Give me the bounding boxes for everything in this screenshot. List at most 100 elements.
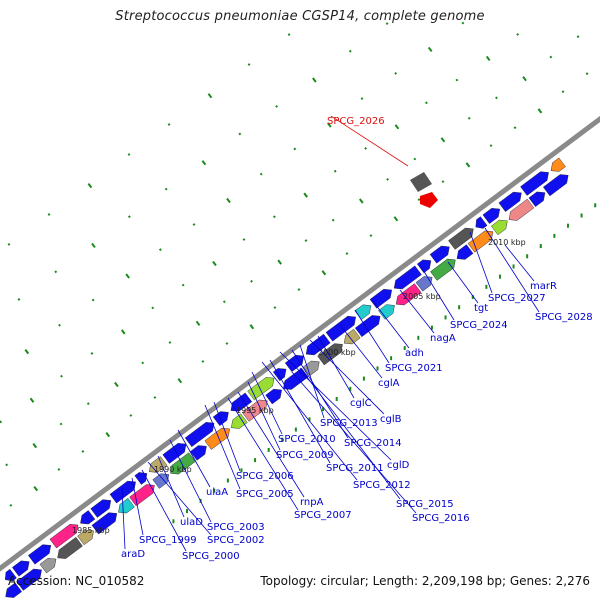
gene-arrow[interactable]: [54, 536, 83, 562]
gene-arrow[interactable]: [39, 555, 59, 574]
gene-label[interactable]: araD: [121, 549, 145, 560]
gene-label[interactable]: SPCG_2014: [344, 438, 402, 449]
gene-label[interactable]: ulaD: [180, 517, 203, 528]
gene-arrow[interactable]: [520, 168, 551, 196]
gene-arrow[interactable]: [341, 328, 361, 347]
kbp-label: 2000 kbp: [318, 348, 356, 357]
gene-arrow[interactable]: [393, 283, 422, 309]
gene-arrow[interactable]: [228, 392, 253, 415]
gene-label[interactable]: SPCG_2028: [535, 312, 593, 323]
gene-arrow[interactable]: [490, 216, 510, 236]
tick-mark: [321, 270, 327, 276]
gene-spcg-2026[interactable]: [420, 192, 438, 208]
gene-label[interactable]: SPCG_2009: [276, 450, 334, 461]
gene-arrow[interactable]: [498, 188, 525, 212]
gene-label[interactable]: SPCG_2006: [236, 471, 294, 482]
gene-arrow[interactable]: [429, 242, 453, 264]
gene-label[interactable]: SPCG_2011: [326, 463, 384, 474]
tick-mark: [417, 198, 421, 202]
gene-arrow[interactable]: [129, 481, 158, 507]
gene-label[interactable]: ulaA: [206, 487, 228, 498]
gene-arrow[interactable]: [415, 273, 435, 292]
gene-arrow[interactable]: [28, 541, 54, 565]
gene-arrow[interactable]: [167, 452, 196, 478]
gene-label[interactable]: tgt: [474, 303, 488, 314]
gene-arrow[interactable]: [543, 171, 571, 197]
gene-label[interactable]: SPCG_2024: [450, 320, 508, 331]
gene-arrow[interactable]: [472, 216, 488, 232]
gene-arrow[interactable]: [77, 526, 97, 546]
gene-label[interactable]: adh: [405, 348, 424, 359]
gene-arrow[interactable]: [416, 256, 434, 274]
gene-arrow[interactable]: [77, 510, 96, 527]
gene-label[interactable]: SPCG_2015: [396, 499, 454, 510]
gene-arrow[interactable]: [90, 496, 114, 518]
tick-mark: [297, 288, 301, 291]
gene-arrow[interactable]: [16, 565, 45, 591]
gene-arrow[interactable]: [265, 386, 285, 405]
tick-mark: [386, 178, 390, 181]
gene-label[interactable]: SPCG_2013: [320, 418, 378, 429]
gene-label[interactable]: SPCG_2010: [278, 434, 336, 445]
gene-label[interactable]: rnpA: [300, 497, 324, 508]
gene-arrow[interactable]: [482, 205, 503, 224]
gene-arrow[interactable]: [378, 301, 397, 320]
label-leader-line: [131, 477, 144, 536]
gene-arrow[interactable]: [2, 568, 17, 584]
gene-arrow[interactable]: [115, 497, 135, 516]
gene-arrow[interactable]: [109, 477, 139, 504]
gene-arrow[interactable]: [354, 312, 383, 338]
gene-arrow[interactable]: [242, 396, 270, 422]
gene-label[interactable]: SPCG_2002: [207, 535, 265, 546]
gene-arrow[interactable]: [317, 340, 346, 366]
gene-label[interactable]: SPCG_2021: [385, 363, 443, 374]
gene-label[interactable]: nagA: [430, 333, 456, 344]
gene-arrow[interactable]: [162, 440, 190, 464]
gene-arrow[interactable]: [430, 255, 458, 281]
gene-arrow[interactable]: [228, 413, 248, 432]
gene-arrow[interactable]: [49, 521, 81, 549]
gene-arrow[interactable]: [184, 419, 217, 447]
gene-label[interactable]: SPCG_2016: [412, 513, 470, 524]
gene-arrow[interactable]: [548, 157, 566, 175]
gene-label[interactable]: cglA: [378, 378, 400, 389]
gene-arrow[interactable]: [190, 442, 209, 461]
gene-label[interactable]: cglD: [387, 460, 410, 471]
gene-arrow[interactable]: [302, 357, 322, 377]
gene-label[interactable]: SPCG_2003: [207, 522, 265, 533]
gene-spcg-2025[interactable]: [410, 172, 432, 192]
gene-arrow[interactable]: [448, 224, 476, 250]
gene-arrow[interactable]: [369, 286, 395, 309]
gene-arrow[interactable]: [284, 352, 307, 373]
gene-label[interactable]: SPCG_2026: [327, 116, 385, 127]
gene-arrow[interactable]: [391, 265, 422, 293]
gene-arrow[interactable]: [506, 198, 535, 224]
gene-label[interactable]: cglB: [380, 414, 402, 425]
gene-arrow[interactable]: [325, 313, 359, 342]
tick-mark: [465, 162, 471, 168]
tick-mark: [195, 320, 201, 326]
gene-label[interactable]: SPCG_2012: [353, 480, 411, 491]
tick-mark: [294, 427, 297, 432]
gene-arrow[interactable]: [12, 557, 32, 577]
gene-arrow[interactable]: [91, 509, 120, 535]
gene-label[interactable]: cglC: [350, 398, 372, 409]
gene-label[interactable]: SPCG_2007: [294, 510, 352, 521]
gene-label[interactable]: marR: [530, 281, 557, 292]
gene-arrow[interactable]: [2, 582, 22, 600]
tick-mark: [393, 216, 399, 222]
gene-label[interactable]: SPCG_2027: [488, 293, 546, 304]
gene-arrow[interactable]: [303, 333, 331, 358]
gene-arrow[interactable]: [204, 425, 233, 450]
gene-label[interactable]: SPCG_2000: [182, 551, 240, 562]
gene-arrow[interactable]: [528, 188, 548, 207]
gene-arrow[interactable]: [454, 244, 474, 263]
gene-features[interactable]: [2, 157, 572, 600]
gene-label[interactable]: SPCG_2005: [236, 489, 294, 500]
tick-mark: [127, 215, 131, 219]
gene-arrow[interactable]: [467, 227, 496, 253]
gene-label[interactable]: SPCG_1999: [139, 535, 197, 546]
gene-arrow[interactable]: [212, 408, 232, 426]
